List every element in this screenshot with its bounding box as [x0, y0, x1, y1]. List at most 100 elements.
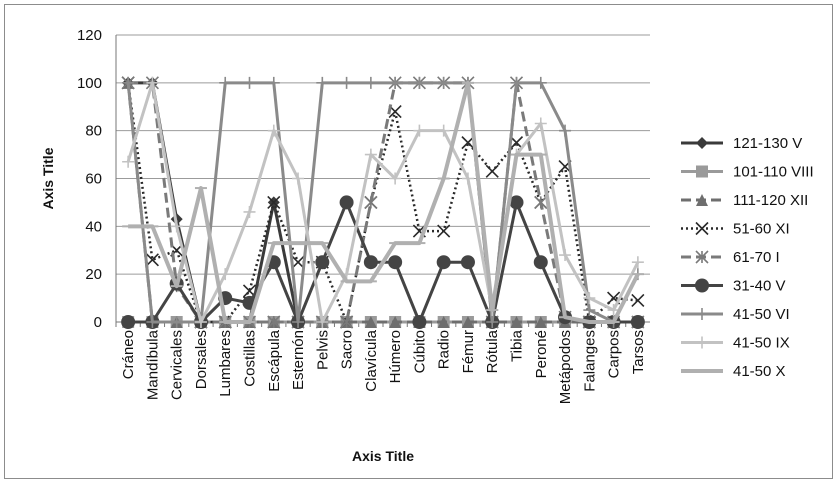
data-point-111-120-xii: [364, 316, 377, 328]
data-point-41-50-vi: [413, 76, 426, 89]
x-tick-label-tibia: Tibia: [509, 329, 526, 362]
data-point-31-40-v: [533, 255, 548, 270]
data-point-41-50-vi: [534, 76, 547, 89]
data-point-41-50-ix: [559, 249, 572, 262]
data-point-31-40-v: [460, 255, 475, 270]
data-point-41-50-ix: [461, 172, 474, 185]
x-tick-label-cervicales: Cervicales: [169, 330, 186, 400]
data-point-41-50-ix: [243, 205, 256, 218]
data-point-41-50-ix: [631, 256, 644, 269]
series-line-41-50-x: [128, 80, 640, 324]
x-tick-label-fémur: Fémur: [460, 330, 477, 373]
legend-marker-41-50-vi: [696, 308, 708, 320]
data-point-41-50-ix: [437, 124, 450, 137]
data-point-41-50-vi: [122, 76, 135, 89]
data-point-31-40-v: [412, 315, 427, 329]
data-point-31-40-v: [630, 315, 645, 329]
y-tick-label: 100: [77, 75, 102, 92]
x-tick-label-falanges: Falanges: [581, 330, 598, 392]
data-point-31-40-v: [436, 255, 451, 270]
data-point-41-50-vi: [389, 76, 402, 89]
data-point-51-60-xi: [631, 293, 645, 308]
y-tick-label: 80: [85, 123, 102, 140]
data-point-51-60-xi: [437, 224, 451, 238]
x-tick-label-lumbares: Lumbares: [217, 330, 234, 397]
x-tick-label-mandíbula: Mandíbula: [144, 329, 161, 400]
data-point-41-50-vi: [316, 76, 329, 89]
x-tick-label-carpos: Carpos: [606, 330, 623, 378]
data-point-41-50-vi: [437, 76, 450, 89]
data-point-51-60-xi: [485, 164, 499, 178]
data-point-31-40-v: [315, 255, 330, 270]
legend-marker-41-50-ix: [696, 336, 708, 349]
legend-label-31-40-v: 31-40 V: [733, 278, 786, 295]
data-point-51-60-xi: [145, 253, 159, 267]
legend-marker-31-40-v: [695, 278, 709, 293]
x-tick-label-tarsos: Tarsos: [630, 330, 647, 374]
x-tick-label-clavícula: Clavícula: [363, 329, 380, 391]
data-point-41-50-vi: [146, 316, 159, 328]
data-point-111-120-xii: [510, 316, 523, 328]
data-point-41-50-vi: [292, 316, 305, 328]
legend-label-101-110-viii: 101-110 VIII: [733, 164, 814, 181]
series-line-41-50-vi: [126, 81, 640, 324]
data-point-41-50-ix: [413, 124, 426, 137]
x-tick-label-cráneo: Cráneo: [120, 330, 137, 379]
data-point-61-70-i: [534, 195, 548, 209]
legend-marker-101-110-viii: [696, 165, 708, 178]
data-point-31-40-v: [509, 195, 524, 210]
x-tick-label-escápula: Escápula: [266, 329, 283, 391]
legend-label-121-130-v: 121-130 V: [733, 135, 802, 152]
data-point-41-50-vi: [559, 124, 572, 137]
data-point-61-70-i: [364, 195, 378, 209]
data-point-41-50-ix: [219, 268, 232, 281]
data-point-111-120-xii: [389, 316, 402, 328]
data-point-41-50-ix: [389, 172, 402, 185]
x-tick-label-cúbito: Cúbito: [411, 330, 428, 373]
data-point-111-120-xii: [461, 316, 474, 328]
data-point-41-50-vi: [340, 76, 353, 89]
data-point-31-40-v: [388, 255, 403, 270]
data-point-41-50-ix: [364, 148, 377, 161]
legend-label-41-50-ix: 41-50 IX: [733, 335, 790, 352]
y-tick-label: 20: [85, 266, 102, 283]
series-line-111-120-xii: [126, 82, 638, 324]
data-point-41-50-ix: [534, 117, 547, 130]
data-point-41-50-ix: [292, 172, 305, 185]
y-tick-label: 40: [85, 218, 102, 235]
data-point-111-120-xii: [534, 316, 547, 328]
x-tick-label-radio: Radio: [436, 330, 453, 369]
x-tick-label-peroné: Peroné: [533, 330, 550, 378]
x-tick-label-costillas: Costillas: [242, 330, 259, 387]
legend-label-111-120-xii: 111-120 XII: [733, 192, 808, 209]
legend-label-41-50-vi: 41-50 VI: [733, 306, 790, 323]
data-point-41-50-vi: [219, 76, 232, 89]
y-tick-label: 120: [77, 27, 102, 44]
x-tick-label-dorsales: Dorsales: [193, 330, 210, 389]
data-point-31-40-v: [363, 255, 378, 270]
data-point-111-120-xii: [437, 316, 450, 328]
legend-marker-111-120-xii: [696, 194, 708, 206]
data-point-31-40-v: [339, 195, 354, 210]
data-point-41-50-ix: [194, 316, 207, 328]
x-tick-label-metápodos: Metápodos: [557, 330, 574, 404]
y-tick-label: 0: [94, 314, 102, 331]
legend-label-41-50-x: 41-50 X: [733, 363, 786, 380]
data-point-51-60-xi: [291, 255, 305, 269]
data-point-51-60-xi: [509, 136, 524, 150]
data-point-41-50-vi: [364, 76, 377, 89]
data-point-31-40-v: [121, 315, 136, 329]
data-point-41-50-ix: [170, 220, 183, 233]
y-axis-title: Axis Title: [40, 147, 56, 209]
legend-marker-61-70-i: [695, 250, 709, 264]
legend-marker-121-130-v: [696, 137, 708, 149]
data-point-41-50-ix: [146, 76, 159, 89]
data-point-61-70-i: [267, 315, 281, 329]
data-point-41-50-vi: [267, 76, 280, 89]
data-point-41-50-vi: [243, 76, 256, 89]
x-tick-label-rótula: Rótula: [484, 329, 501, 373]
data-point-41-50-vi: [583, 304, 596, 317]
data-point-41-50-vi: [486, 316, 499, 328]
y-tick-label: 60: [85, 171, 102, 188]
